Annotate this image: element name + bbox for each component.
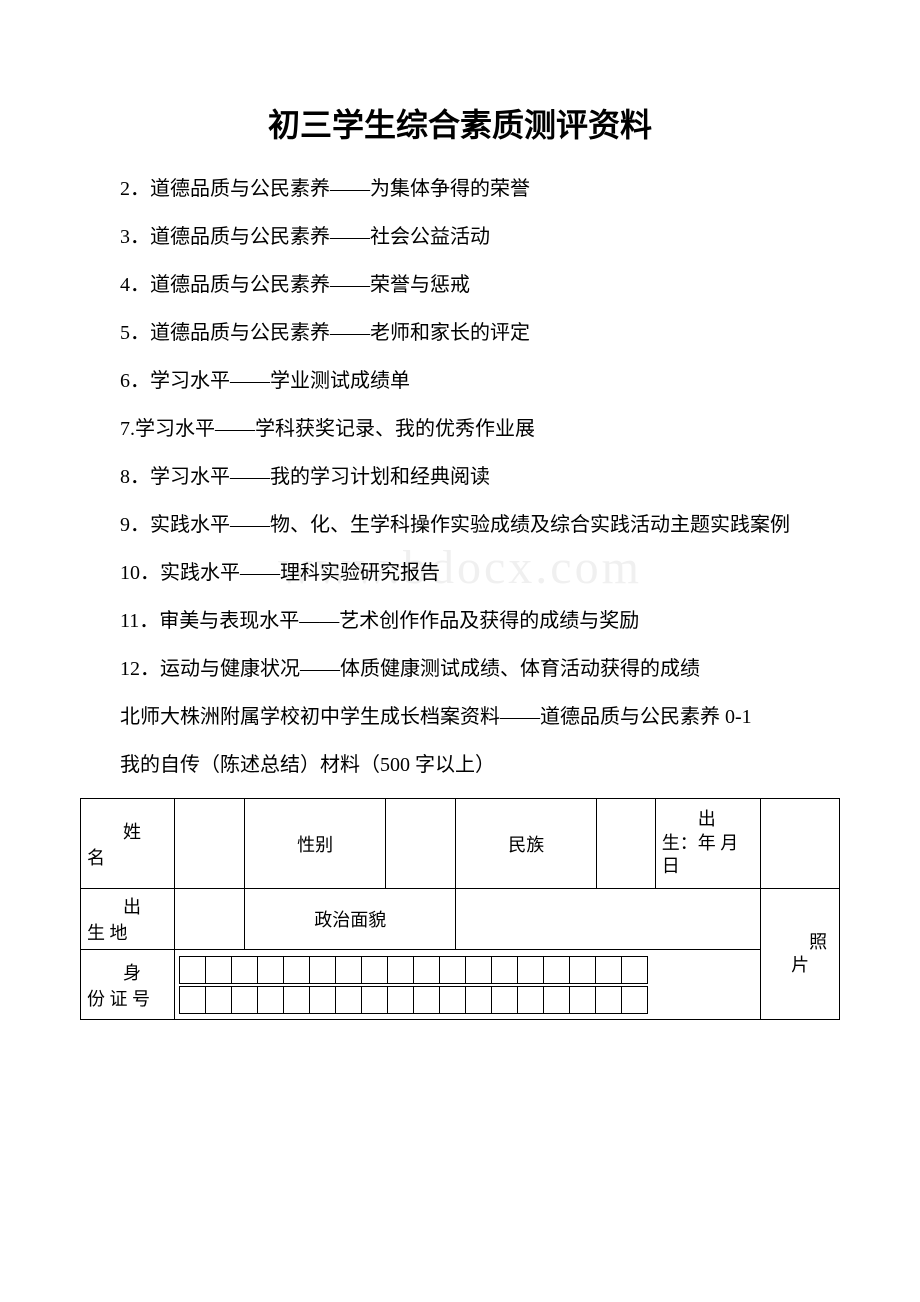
birthdate-value-cell[interactable]: [761, 799, 840, 889]
id-box[interactable]: [439, 956, 466, 984]
id-box[interactable]: [595, 956, 622, 984]
ethnic-value-cell[interactable]: [597, 799, 656, 889]
list-item-2: 2．道德品质与公民素养——为集体争得的荣誉: [80, 174, 840, 204]
section-subtitle-1: 北师大株洲附属学校初中学生成长档案资料——道德品质与公民素养 0-1: [80, 702, 840, 732]
list-item-5: 5．道德品质与公民素养——老师和家长的评定: [80, 318, 840, 348]
id-row-2: [179, 986, 757, 1014]
id-box[interactable]: [517, 986, 544, 1014]
birthplace-label-line1: 出: [87, 893, 168, 919]
list-item-7: 7.学习水平——学科获奖记录、我的优秀作业展: [80, 414, 840, 444]
page-title: 初三学生综合素质测评资料: [80, 100, 840, 146]
list-item-12: 12．运动与健康状况——体质健康测试成绩、体育活动获得的成绩: [80, 654, 840, 684]
id-box[interactable]: [205, 986, 232, 1014]
id-box[interactable]: [465, 956, 492, 984]
id-box[interactable]: [543, 956, 570, 984]
birthplace-label-cell: 出 生 地: [81, 889, 175, 950]
political-value-cell[interactable]: [456, 889, 761, 950]
id-box[interactable]: [387, 986, 414, 1014]
id-box[interactable]: [465, 986, 492, 1014]
id-box[interactable]: [361, 986, 388, 1014]
id-box[interactable]: [283, 956, 310, 984]
list-item-6: 6．学习水平——学业测试成绩单: [80, 366, 840, 396]
ethnic-label-cell: 民族: [456, 799, 597, 889]
list-item-11: 11．审美与表现水平——艺术创作作品及获得的成绩与奖励: [80, 606, 840, 636]
birthdate-label-line2: 生：年 月 日: [662, 833, 739, 876]
birthplace-value-cell[interactable]: [174, 889, 244, 950]
photo-label-line2: 片: [791, 955, 809, 975]
list-item-4: 4．道德品质与公民素养——荣誉与惩戒: [80, 270, 840, 300]
id-box[interactable]: [387, 956, 414, 984]
id-box[interactable]: [309, 956, 336, 984]
id-box[interactable]: [413, 956, 440, 984]
id-box[interactable]: [335, 986, 362, 1014]
id-box[interactable]: [231, 956, 258, 984]
id-grid-cell: [174, 950, 761, 1020]
id-box[interactable]: [257, 986, 284, 1014]
id-box[interactable]: [621, 986, 648, 1014]
birthdate-label-line1: 出: [662, 808, 755, 831]
info-form-table: 姓 名 性别 民族 出 生：年 月 日 出 生 地 政治面貌 照: [80, 798, 840, 1020]
photo-label-line1: 照: [767, 931, 833, 954]
id-box[interactable]: [257, 956, 284, 984]
id-label-cell: 身 份 证 号: [81, 950, 175, 1020]
id-box[interactable]: [231, 986, 258, 1014]
id-label-line1: 身: [87, 959, 168, 985]
id-box[interactable]: [179, 986, 206, 1014]
name-label-line2: 名: [87, 848, 105, 868]
political-label-cell: 政治面貌: [245, 889, 456, 950]
list-item-9: 9．实践水平——物、化、生学科操作实验成绩及综合实践活动主题实践案例: [80, 510, 840, 540]
id-box[interactable]: [335, 956, 362, 984]
list-item-8: 8．学习水平——我的学习计划和经典阅读: [80, 462, 840, 492]
id-box[interactable]: [283, 986, 310, 1014]
id-box[interactable]: [569, 986, 596, 1014]
name-label-line1: 姓: [87, 818, 168, 844]
gender-value-cell[interactable]: [385, 799, 455, 889]
id-box[interactable]: [543, 986, 570, 1014]
id-grid: [179, 956, 757, 1014]
document-content: 初三学生综合素质测评资料 2．道德品质与公民素养——为集体争得的荣誉 3．道德品…: [80, 100, 840, 1020]
photo-cell: 照 片: [761, 889, 840, 1020]
id-box[interactable]: [361, 956, 388, 984]
id-box[interactable]: [569, 956, 596, 984]
birthplace-label-line2: 生 地: [87, 923, 128, 943]
id-box[interactable]: [309, 986, 336, 1014]
id-box[interactable]: [491, 956, 518, 984]
id-box[interactable]: [517, 956, 544, 984]
id-box[interactable]: [413, 986, 440, 1014]
name-value-cell[interactable]: [174, 799, 244, 889]
gender-label-cell: 性别: [245, 799, 386, 889]
id-box[interactable]: [439, 986, 466, 1014]
section-subtitle-2: 我的自传（陈述总结）材料（500 字以上）: [80, 750, 840, 780]
id-box[interactable]: [491, 986, 518, 1014]
name-label-cell: 姓 名: [81, 799, 175, 889]
id-row-1: [179, 956, 757, 984]
birthdate-label-cell: 出 生：年 月 日: [655, 799, 761, 889]
id-box[interactable]: [179, 956, 206, 984]
list-item-3: 3．道德品质与公民素养——社会公益活动: [80, 222, 840, 252]
id-label-line2: 份 证 号: [87, 989, 150, 1009]
list-item-10: 10．实践水平——理科实验研究报告: [80, 558, 840, 588]
id-box[interactable]: [621, 956, 648, 984]
id-box[interactable]: [205, 956, 232, 984]
id-box[interactable]: [595, 986, 622, 1014]
